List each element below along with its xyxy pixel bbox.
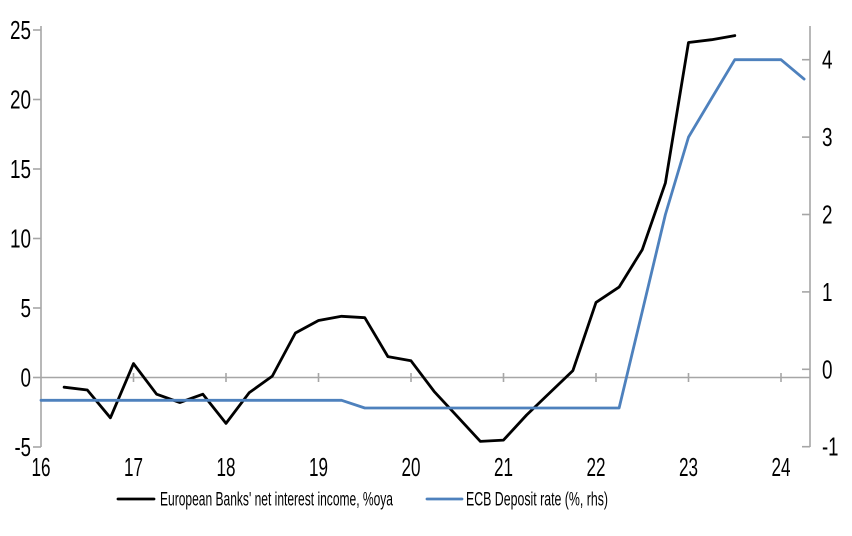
x-axis-tick-label: 23: [679, 452, 698, 482]
legend-label-nii: European Banks' net interest income, %oy…: [160, 490, 393, 511]
x-axis-tick-label: 24: [772, 452, 791, 482]
left-axis-tick-label: 5: [21, 293, 32, 323]
left-axis-tick-label: 0: [21, 363, 32, 393]
x-axis-tick-label: 18: [217, 452, 236, 482]
left-axis-tick-label: 20: [10, 85, 31, 115]
series-line-ecb: [39, 58, 806, 410]
left-axis-tick-label: 10: [10, 224, 31, 254]
right-axis-tick-label: 3: [822, 122, 833, 152]
left-axis-tick-label: 25: [10, 15, 31, 45]
left-axis-tick-label: -5: [15, 432, 32, 462]
left-axis-tick-label: 15: [10, 154, 31, 184]
right-axis-tick-label: -1: [822, 432, 839, 462]
right-axis-tick-label: 2: [822, 200, 833, 230]
right-axis-tick-label: 0: [822, 354, 833, 384]
series-line-nii: [62, 34, 737, 443]
x-axis-tick-label: 22: [587, 452, 606, 482]
right-axis-tick-label: 1: [822, 277, 833, 307]
x-axis-tick-label: 21: [494, 452, 513, 482]
legend-label-ecb: ECB Deposit rate (%, rhs): [466, 490, 608, 511]
x-axis-tick-label: 17: [124, 452, 143, 482]
right-axis-tick-label: 4: [822, 45, 833, 75]
x-axis-tick-label: 19: [309, 452, 328, 482]
x-axis-tick-label: 16: [32, 452, 51, 482]
x-axis-tick-label: 20: [402, 452, 421, 482]
